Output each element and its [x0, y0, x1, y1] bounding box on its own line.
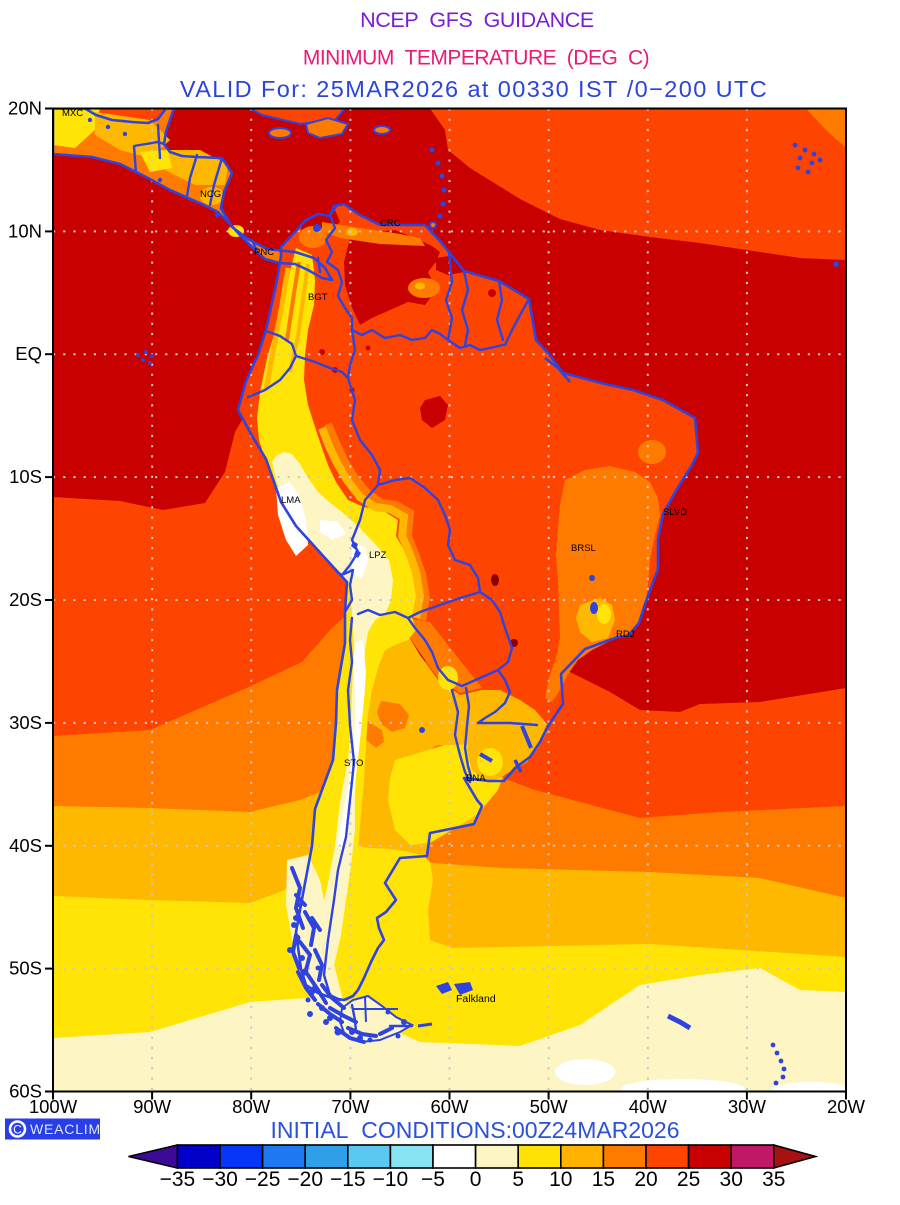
svg-text:−10: −10 — [373, 1168, 409, 1191]
svg-text:60W: 60W — [430, 1096, 469, 1117]
svg-text:20W: 20W — [827, 1096, 866, 1117]
svg-text:PNC: PNC — [254, 247, 274, 258]
svg-text:Falkland: Falkland — [456, 993, 496, 1005]
svg-text:20S: 20S — [9, 589, 42, 610]
svg-text:20N: 20N — [8, 98, 42, 119]
svg-text:35: 35 — [762, 1168, 785, 1191]
svg-text:30S: 30S — [9, 712, 42, 733]
svg-text:−25: −25 — [245, 1168, 281, 1191]
svg-text:−5: −5 — [421, 1168, 445, 1191]
svg-text:RDJ: RDJ — [616, 629, 635, 640]
svg-text:50W: 50W — [530, 1096, 569, 1117]
svg-text:MXC: MXC — [62, 108, 83, 119]
svg-text:C: C — [13, 1123, 22, 1137]
svg-text:90W: 90W — [133, 1096, 172, 1117]
svg-text:5: 5 — [512, 1168, 524, 1191]
svg-text:10: 10 — [549, 1168, 572, 1191]
svg-text:50S: 50S — [9, 958, 42, 979]
svg-text:−35: −35 — [160, 1168, 196, 1191]
svg-text:EQ: EQ — [15, 343, 42, 364]
svg-text:30: 30 — [720, 1168, 743, 1191]
svg-text:15: 15 — [592, 1168, 615, 1191]
svg-text:30W: 30W — [728, 1096, 767, 1117]
svg-text:40S: 40S — [9, 835, 42, 856]
svg-text:−30: −30 — [202, 1168, 238, 1191]
svg-text:NCEP GFS GUIDANCE: NCEP GFS GUIDANCE — [360, 8, 594, 32]
svg-text:40W: 40W — [629, 1096, 668, 1117]
svg-text:80W: 80W — [232, 1096, 271, 1117]
svg-text:NCG: NCG — [200, 189, 221, 200]
svg-text:BNA: BNA — [466, 773, 486, 784]
svg-text:LMA: LMA — [281, 495, 301, 506]
svg-text:WEACLIM: WEACLIM — [30, 1121, 101, 1137]
svg-text:−15: −15 — [330, 1168, 366, 1191]
svg-text:MINIMUM TEMPERATURE (DEG C): MINIMUM TEMPERATURE (DEG C) — [303, 47, 649, 70]
svg-text:10S: 10S — [9, 466, 42, 487]
svg-text:STO: STO — [344, 758, 363, 769]
svg-text:25: 25 — [677, 1168, 700, 1191]
svg-text:100W: 100W — [29, 1096, 78, 1117]
svg-text:CRC: CRC — [380, 218, 401, 229]
svg-text:LPZ: LPZ — [369, 550, 387, 561]
svg-text:10N: 10N — [8, 220, 42, 241]
svg-text:BGT: BGT — [308, 292, 328, 303]
svg-text:60S: 60S — [9, 1081, 42, 1102]
svg-text:0: 0 — [470, 1168, 482, 1191]
svg-text:SLVD: SLVD — [663, 507, 687, 518]
svg-text:20: 20 — [634, 1168, 657, 1191]
svg-text:BRSL: BRSL — [571, 543, 596, 554]
svg-text:VALID For: 25MAR2026 at 00330: VALID For: 25MAR2026 at 00330 IST /0−200… — [180, 76, 768, 102]
svg-text:70W: 70W — [331, 1096, 370, 1117]
svg-text:−20: −20 — [287, 1168, 323, 1191]
svg-text:INITIAL CONDITIONS:00Z24MAR20: INITIAL CONDITIONS:00Z24MAR2026 — [270, 1117, 679, 1143]
